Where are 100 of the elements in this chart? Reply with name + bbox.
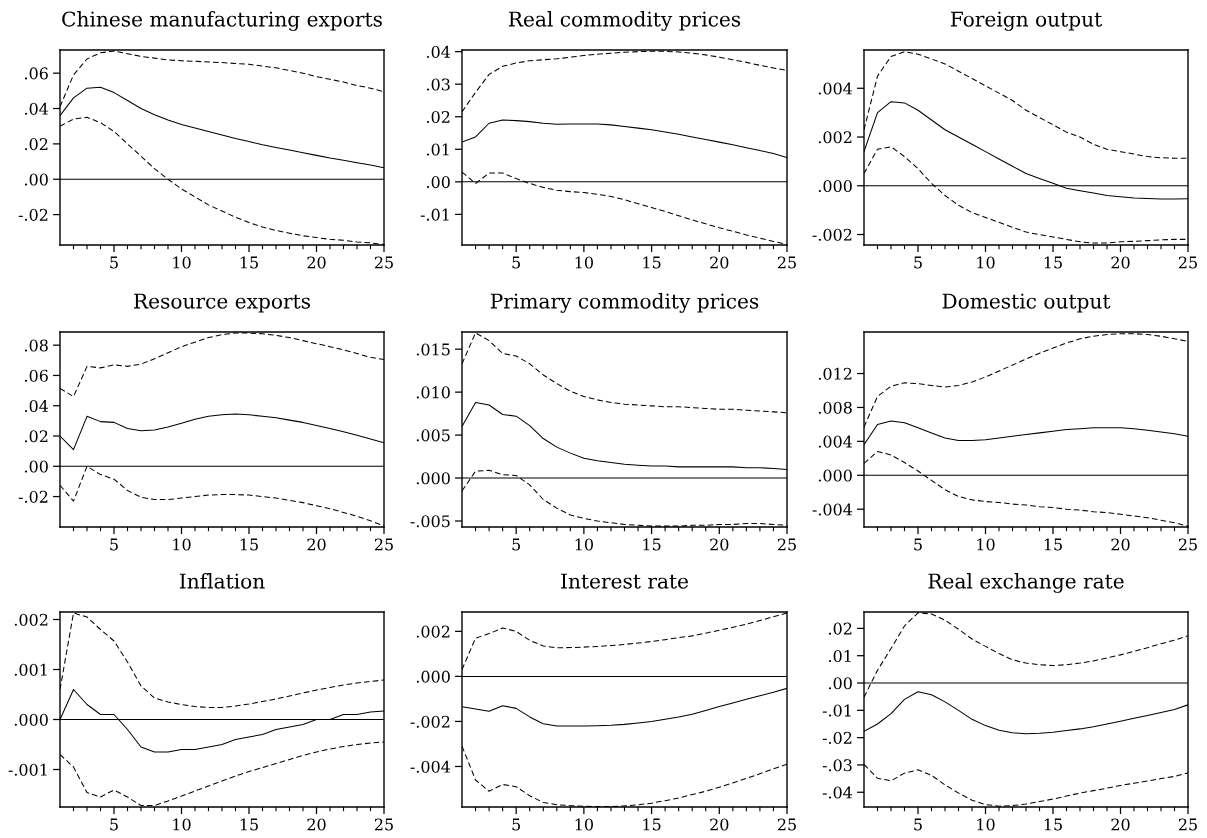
x-tick-label: 20	[1111, 818, 1130, 831]
y-tick-label: .08	[24, 339, 48, 352]
x-tick-label: 20	[710, 256, 729, 269]
y-tick-label: -.01	[420, 208, 449, 221]
x-tick-label: 5	[110, 256, 118, 269]
x-tick-label: 10	[977, 818, 995, 831]
x-tick-label: 25	[374, 818, 393, 831]
x-tick-label: 5	[914, 256, 922, 269]
y-tick-label: .004	[818, 82, 853, 95]
x-tick-label: 10	[977, 256, 995, 269]
y-tick-label: -.02	[18, 208, 48, 221]
y-tick-label: -.004	[812, 503, 853, 516]
x-tick-label: 10	[173, 538, 191, 551]
y-tick-label: .005	[416, 429, 450, 442]
x-tick-label: 5	[512, 818, 521, 831]
chart-title: Domestic output	[942, 293, 1111, 313]
chart-title: Resource exports	[134, 293, 311, 313]
y-tick-label: .001	[14, 663, 47, 676]
x-tick-label: 20	[1111, 538, 1130, 551]
y-tick-label: .00	[24, 460, 48, 473]
x-tick-label: 15	[1044, 256, 1062, 269]
y-tick-label: .02	[426, 110, 450, 124]
x-tick-label: 5	[914, 538, 922, 551]
x-tick-label: 25	[777, 818, 796, 831]
chart-title: Interest rate	[561, 573, 688, 589]
x-tick-label: 25	[1178, 538, 1197, 551]
y-tick-label: .000	[818, 469, 852, 482]
x-tick-label: 20	[1111, 256, 1130, 269]
y-tick-label: .02	[24, 138, 48, 151]
x-tick-label: 5	[512, 538, 521, 551]
chart-title: Real commodity prices	[508, 11, 741, 31]
x-tick-label: 10	[575, 256, 593, 269]
x-tick-label: 20	[710, 818, 729, 831]
y-tick-label: .03	[426, 78, 450, 91]
y-tick-label: .000	[14, 713, 48, 726]
y-tick-label: -.03	[822, 759, 852, 772]
chart-title: Real exchange rate	[928, 573, 1124, 593]
chart-title: Foreign output	[950, 11, 1103, 31]
y-tick-label: -.04	[822, 786, 853, 799]
x-tick-label: 5	[110, 818, 118, 831]
y-tick-label: -.001	[8, 763, 47, 776]
x-tick-label: 10	[575, 538, 593, 551]
x-tick-label: 25	[374, 538, 393, 551]
x-tick-label: 5	[512, 256, 521, 269]
y-tick-label: .002	[818, 131, 852, 144]
y-tick-label: .00	[828, 677, 852, 690]
y-tick-label: .02	[24, 430, 48, 443]
y-tick-label: .01	[426, 143, 449, 156]
x-tick-label: 25	[777, 538, 796, 551]
y-tick-label: .012	[818, 367, 852, 380]
y-tick-label: -.02	[822, 731, 852, 744]
x-tick-label: 25	[374, 256, 393, 269]
chart-title: Inflation	[179, 573, 265, 589]
x-tick-label: 15	[240, 256, 258, 269]
x-tick-label: 25	[777, 256, 796, 269]
y-tick-label: .06	[24, 67, 48, 80]
x-tick-label: 15	[240, 538, 258, 551]
y-tick-label: .002	[14, 613, 48, 626]
x-tick-label: 15	[1044, 818, 1062, 831]
chart-title: Primary commodity prices	[490, 293, 759, 313]
chart-title: Chinese manufacturing exports	[62, 11, 382, 31]
x-tick-label: 10	[173, 256, 191, 269]
x-tick-label: 10	[977, 538, 995, 551]
y-tick-label: .00	[24, 173, 48, 186]
y-tick-label: .015	[416, 343, 450, 356]
y-tick-label: -.02	[18, 490, 48, 503]
y-tick-label: .000	[818, 179, 852, 193]
x-tick-label: 15	[643, 256, 661, 269]
y-tick-label: -.002	[410, 715, 450, 728]
x-tick-label: 5	[110, 538, 118, 551]
x-tick-label: 20	[710, 538, 729, 551]
x-tick-label: 20	[307, 818, 326, 831]
y-tick-label: -.005	[410, 515, 450, 528]
x-tick-label: 20	[307, 256, 326, 269]
y-tick-label: -.01	[822, 704, 851, 717]
y-tick-label: .04	[24, 102, 49, 115]
x-tick-label: 15	[643, 538, 661, 551]
x-tick-label: 10	[173, 818, 191, 831]
y-tick-label: .04	[426, 45, 451, 58]
y-tick-label: .02	[828, 622, 852, 635]
x-tick-label: 25	[1178, 818, 1197, 831]
x-tick-label: 15	[643, 818, 661, 831]
y-tick-label: .000	[416, 670, 450, 683]
y-tick-label: .000	[416, 472, 450, 485]
y-tick-label: -.004	[410, 760, 451, 773]
y-tick-label: .008	[818, 401, 852, 414]
y-tick-label: .002	[416, 625, 450, 638]
y-tick-label: .004	[818, 435, 853, 448]
y-tick-label: .00	[426, 176, 450, 189]
x-tick-label: 20	[307, 538, 326, 551]
x-tick-label: 5	[914, 818, 922, 831]
x-tick-label: 15	[1044, 538, 1062, 551]
x-tick-label: 15	[240, 818, 258, 831]
x-tick-label: 10	[575, 818, 593, 831]
y-tick-label: .06	[24, 369, 48, 382]
y-tick-label: .010	[416, 386, 450, 399]
y-tick-label: .04	[24, 399, 49, 413]
y-tick-label: -.002	[812, 228, 852, 241]
y-tick-label: .01	[828, 649, 851, 662]
x-tick-label: 25	[1178, 256, 1197, 269]
